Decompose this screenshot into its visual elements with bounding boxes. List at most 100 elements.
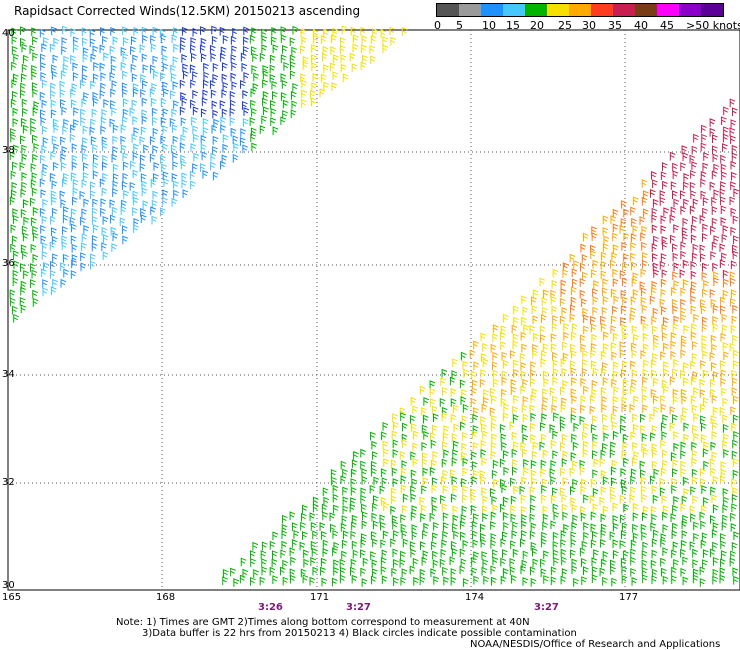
wind-barb bbox=[591, 379, 598, 389]
wind-barb bbox=[642, 512, 648, 521]
wind-barb bbox=[550, 439, 557, 449]
wind-barb bbox=[702, 223, 708, 233]
wind-barb bbox=[532, 441, 539, 451]
wind-barb bbox=[701, 505, 707, 514]
wind-barb bbox=[532, 289, 539, 298]
wind-barb bbox=[159, 28, 166, 38]
wind-barb bbox=[620, 317, 626, 326]
wind-barb bbox=[453, 440, 459, 450]
wind-barb bbox=[13, 144, 19, 154]
wind-barb bbox=[731, 171, 737, 181]
wind-barb bbox=[669, 422, 676, 431]
wind-barb bbox=[501, 351, 508, 361]
wind-barb bbox=[380, 29, 387, 38]
wind-barb bbox=[390, 538, 396, 548]
wind-barb bbox=[630, 385, 636, 395]
wind-barb bbox=[21, 98, 28, 108]
wind-barb bbox=[141, 180, 148, 190]
wind-barb bbox=[522, 413, 529, 423]
wind-barb bbox=[211, 124, 218, 134]
wind-barb bbox=[102, 234, 109, 243]
wind-barb bbox=[602, 296, 609, 305]
wind-barb bbox=[291, 46, 298, 56]
wind-barb bbox=[670, 331, 677, 341]
wind-barb bbox=[300, 521, 306, 531]
wind-barb bbox=[269, 540, 276, 550]
wind-barb bbox=[452, 404, 459, 414]
wind-barb bbox=[602, 377, 609, 386]
wind-barb bbox=[40, 53, 46, 63]
wind-barb bbox=[672, 190, 678, 199]
wind-barb bbox=[152, 55, 159, 65]
wind-barb bbox=[640, 523, 647, 533]
wind-barb bbox=[181, 26, 188, 36]
wind-barb bbox=[30, 243, 37, 253]
wind-barb bbox=[570, 388, 577, 397]
wind-barb bbox=[110, 100, 116, 109]
wind-barb bbox=[302, 61, 309, 71]
wind-barb bbox=[172, 161, 179, 170]
wind-barb bbox=[539, 277, 546, 287]
wind-barb bbox=[590, 315, 596, 325]
wind-barb bbox=[720, 305, 726, 315]
wind-barb bbox=[289, 61, 296, 71]
wind-barb bbox=[699, 566, 706, 576]
wind-barb bbox=[133, 224, 139, 234]
wind-barb bbox=[311, 97, 317, 107]
wind-barb bbox=[593, 549, 599, 558]
wind-barb bbox=[510, 386, 517, 396]
wind-barb bbox=[191, 52, 197, 62]
wind-barb bbox=[31, 269, 38, 279]
wind-barb bbox=[251, 107, 257, 117]
wind-barb bbox=[280, 116, 287, 126]
wind-barb bbox=[272, 550, 278, 559]
wind-barb bbox=[401, 529, 408, 539]
wind-barb bbox=[151, 215, 158, 225]
wind-barb bbox=[333, 559, 340, 569]
wind-barb bbox=[612, 244, 619, 254]
wind-barb bbox=[471, 451, 477, 461]
wind-barb bbox=[499, 503, 506, 513]
wind-barb bbox=[250, 576, 256, 586]
wind-barb bbox=[462, 485, 468, 495]
wind-barb bbox=[682, 259, 689, 269]
wind-barb bbox=[652, 395, 659, 404]
wind-barb bbox=[350, 558, 357, 568]
wind-barb bbox=[502, 359, 509, 369]
wind-barb bbox=[83, 162, 89, 172]
wind-barb bbox=[729, 298, 736, 307]
wind-barb bbox=[660, 225, 667, 234]
lat-label-40: 40 bbox=[2, 28, 15, 39]
wind-barb bbox=[521, 520, 527, 530]
wind-barb bbox=[602, 424, 609, 434]
wind-barb bbox=[360, 460, 366, 470]
wind-barb bbox=[443, 432, 449, 442]
wind-barb bbox=[630, 548, 637, 558]
wind-barb bbox=[11, 27, 18, 37]
wind-barb bbox=[22, 232, 29, 242]
wind-barb bbox=[643, 343, 649, 353]
wind-barb bbox=[490, 521, 496, 530]
wind-barb bbox=[100, 72, 107, 82]
wind-barb bbox=[490, 539, 497, 549]
wind-barb bbox=[689, 205, 696, 215]
wind-barb bbox=[651, 568, 658, 578]
wind-barb bbox=[473, 361, 480, 371]
wind-barb bbox=[620, 369, 627, 378]
wind-barb bbox=[731, 387, 738, 397]
wind-barb bbox=[71, 196, 78, 206]
wind-barb bbox=[572, 514, 579, 524]
wind-barb bbox=[560, 467, 566, 477]
wind-barb bbox=[540, 468, 547, 477]
wind-barb bbox=[680, 450, 686, 460]
wind-barb bbox=[640, 296, 647, 306]
wind-barb bbox=[12, 161, 18, 171]
wind-barb bbox=[212, 109, 219, 119]
wind-barb bbox=[563, 322, 569, 332]
wind-barb bbox=[381, 549, 388, 559]
wind-barb bbox=[600, 538, 606, 548]
wind-barb bbox=[371, 568, 378, 578]
wind-barb bbox=[620, 218, 627, 227]
wind-barb bbox=[680, 503, 687, 512]
wind-barb bbox=[380, 539, 387, 549]
